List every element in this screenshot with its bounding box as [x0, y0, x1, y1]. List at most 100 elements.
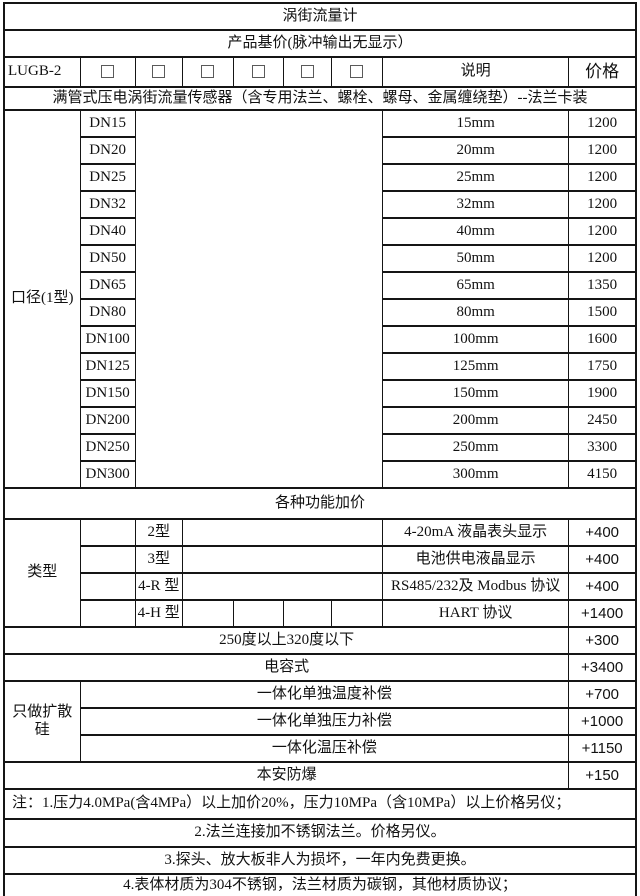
- price-cell: 1600: [568, 325, 637, 354]
- empty-spacer-cell: [134, 109, 383, 489]
- desc-cell: 250度以上320度以下: [3, 626, 570, 655]
- note-text: 3.探头、放大板非人为损坏，一年内免费更换。: [3, 846, 637, 875]
- empty-cell: [79, 545, 136, 574]
- table-row: DN100 100mm 1600: [4, 325, 637, 354]
- price-cell: +1000: [568, 707, 637, 736]
- empty-cell: [282, 599, 332, 628]
- dn-cell: DN65: [79, 271, 136, 300]
- dn-cell: DN20: [79, 136, 136, 165]
- empty-cell: [330, 599, 383, 628]
- price-cell: 1750: [568, 352, 637, 381]
- price-cell: 1500: [568, 298, 637, 327]
- price-cell: +700: [568, 680, 637, 709]
- price-cell: +400: [568, 518, 637, 547]
- table-row: 电容式 +3400: [3, 653, 637, 682]
- checkbox-cell: [134, 56, 183, 88]
- table-row: 本安防爆 +150: [3, 761, 637, 790]
- table-row: 只做扩散硅 一体化单独温度补偿 +700: [3, 680, 637, 763]
- size-cell: 80mm: [381, 298, 570, 327]
- size-cell: 40mm: [381, 217, 570, 246]
- price-cell: 1200: [568, 217, 637, 246]
- empty-cell: [79, 518, 136, 547]
- size-cell: 300mm: [381, 460, 570, 489]
- price-cell: 1200: [568, 190, 637, 219]
- price-table: 涡街流量计 产品基价(脉冲输出无显示） LUGB-2 说明 价格 满管式压电涡街…: [3, 2, 637, 896]
- table-row: 口径(1型) DN15 15mm 1200: [3, 109, 637, 489]
- table-row: DN300 300mm 4150: [4, 460, 637, 489]
- table-row: 3型 电池供电液晶显示 +400: [4, 545, 637, 574]
- sensor-description: 满管式压电涡街流量传感器（含专用法兰、螺栓、螺母、金属缠绕垫）--法兰卡装: [3, 86, 637, 111]
- table-row: DN150 150mm 1900: [4, 379, 637, 408]
- desc-cell: RS485/232及 Modbus 协议: [381, 572, 570, 601]
- note-row: 注：1.压力4.0MPa(含4MPa）以上加价20%，压力10MPa（含10MP…: [3, 788, 637, 820]
- table-row: 一体化单独压力补偿 +1000: [4, 707, 637, 736]
- size-cell: 25mm: [381, 163, 570, 192]
- dn-cell: DN25: [79, 163, 136, 192]
- note-row: 2.法兰连接加不锈钢法兰。价格另仪。: [3, 818, 637, 848]
- type-cell: 2型: [134, 518, 183, 547]
- price-cell: +1150: [568, 734, 637, 763]
- price-cell: 1200: [568, 136, 637, 165]
- page-title: 涡街流量计: [3, 2, 637, 31]
- table-row: DN50 50mm 1200: [4, 244, 637, 273]
- note-row: 4.表体材质为304不锈钢，法兰材质为碳钢，其他材质协议；: [3, 873, 637, 896]
- empty-cell: [181, 572, 383, 601]
- checkbox-icon: [101, 65, 115, 79]
- size-cell: 32mm: [381, 190, 570, 219]
- dn-cell: DN300: [79, 460, 136, 489]
- price-cell: 1200: [568, 163, 637, 192]
- note-row: 3.探头、放大板非人为损坏，一年内免费更换。: [3, 846, 637, 875]
- table-row: DN20 20mm 1200: [4, 136, 637, 165]
- checkbox-cell: [181, 56, 234, 88]
- type-cell: 3型: [134, 545, 183, 574]
- table-row: 产品基价(脉冲输出无显示）: [3, 29, 637, 58]
- price-cell: 3300: [568, 433, 637, 462]
- price-cell: +1400: [568, 599, 637, 628]
- empty-cell: [79, 599, 136, 628]
- table-row: 250度以上320度以下 +300: [3, 626, 637, 655]
- desc-cell: 4-20mA 液晶表头显示: [381, 518, 570, 547]
- checkbox-cell: [330, 56, 383, 88]
- desc-cell: 一体化单独压力补偿: [79, 707, 570, 736]
- desc-cell: HART 协议: [381, 599, 570, 628]
- size-cell: 250mm: [381, 433, 570, 462]
- table-row: DN250 250mm 3300: [4, 433, 637, 462]
- table-row: 4-H 型 HART 协议 +1400: [4, 599, 637, 628]
- price-cell: +400: [568, 572, 637, 601]
- price-cell: +3400: [568, 653, 637, 682]
- table-row: 涡街流量计: [3, 2, 637, 31]
- price-cell: 1200: [568, 109, 637, 138]
- desc-cell: 一体化温压补偿: [79, 734, 570, 763]
- dn-cell: DN150: [79, 379, 136, 408]
- type-cell: 4-H 型: [134, 599, 183, 628]
- desc-cell: 电池供电液晶显示: [381, 545, 570, 574]
- table-row: 4-R 型 RS485/232及 Modbus 协议 +400: [4, 572, 637, 601]
- empty-cell: [181, 599, 234, 628]
- checkbox-icon: [300, 65, 314, 79]
- dn-cell: DN125: [79, 352, 136, 381]
- table-row: DN125 125mm 1750: [4, 352, 637, 381]
- desc-cell: 本安防爆: [3, 761, 570, 790]
- addons-section-header: 各种功能加价: [3, 487, 637, 520]
- checkbox-icon: [152, 65, 166, 79]
- table-row: DN25 25mm 1200: [4, 163, 637, 192]
- size-cell: 50mm: [381, 244, 570, 273]
- checkbox-cell: [232, 56, 284, 88]
- checkbox-cell: [282, 56, 332, 88]
- table-row: DN80 80mm 1500: [4, 298, 637, 327]
- silicon-section-label: 只做扩散硅: [3, 680, 81, 763]
- dn-cell: DN250: [79, 433, 136, 462]
- checkbox-cell: [79, 56, 136, 88]
- desc-cell: 电容式: [3, 653, 570, 682]
- dn-cell: DN32: [79, 190, 136, 219]
- dn-cell: DN100: [79, 325, 136, 354]
- dn-cell: DN200: [79, 406, 136, 435]
- model-code: LUGB-2: [3, 56, 81, 88]
- table-row: 一体化温压补偿 +1150: [4, 734, 637, 763]
- empty-cell: [79, 572, 136, 601]
- price-cell: 4150: [568, 460, 637, 489]
- dn-cell: DN15: [79, 109, 136, 138]
- header-row: LUGB-2 说明 价格: [3, 56, 637, 88]
- size-cell: 100mm: [381, 325, 570, 354]
- dn-cell: DN80: [79, 298, 136, 327]
